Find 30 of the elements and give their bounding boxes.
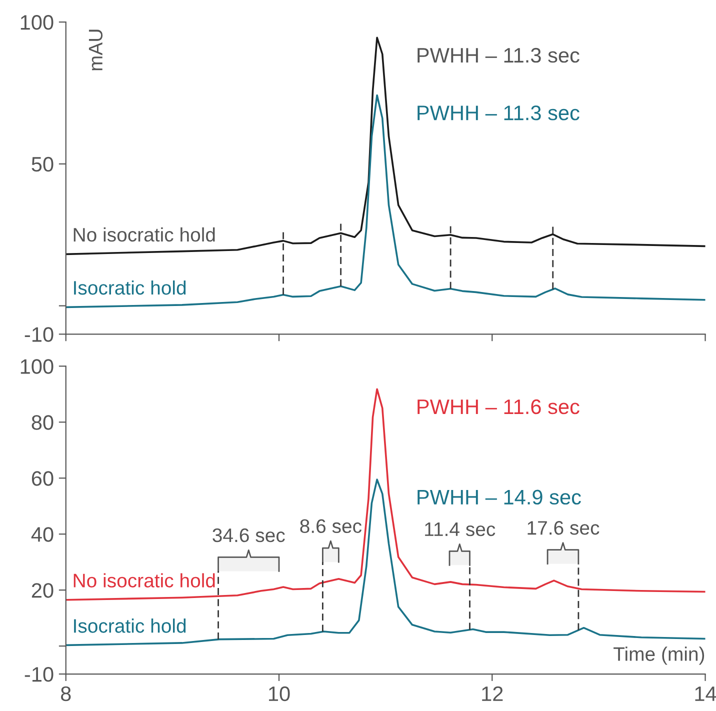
x-axis-title: Time (min) <box>614 646 704 665</box>
x-tick-label: 12 <box>482 686 503 701</box>
y-tick-label: -10 <box>24 667 54 682</box>
x-tick-label: 14 <box>695 686 716 701</box>
series-label: Isocratic hold <box>74 280 186 295</box>
annotation: PWHH – 11.6 sec <box>418 399 580 414</box>
y-tick-label: 80 <box>32 415 54 430</box>
y-tick-label: 50 <box>32 156 54 172</box>
y-tick-label: -10 <box>24 327 54 342</box>
annotation: PWHH – 11.3 sec <box>418 48 580 63</box>
y-tick-label: 60 <box>32 471 54 486</box>
annotation: PWHH – 11.3 sec <box>418 106 580 120</box>
y-tick-label: 20 <box>32 583 54 598</box>
y-tick-label: 100 <box>20 359 54 374</box>
x-tick-label: 8 <box>60 686 71 702</box>
series-label: No isocratic hold <box>74 227 215 242</box>
band-label: 8.6 sec <box>300 519 362 534</box>
y-tick-label: 100 <box>20 15 54 30</box>
y-axis-title: mAU <box>88 30 103 70</box>
y-tick-label: 40 <box>31 527 54 542</box>
line-series <box>66 388 706 601</box>
line-series <box>66 478 706 646</box>
line-series <box>66 94 706 308</box>
x-tick-label: 10 <box>269 686 290 702</box>
series-label: No isocratic hold <box>74 573 215 588</box>
annotation: PWHH – 14.9 sec <box>418 490 581 505</box>
series-label: Isocratic hold <box>74 618 186 633</box>
band-label: 34.6 sec <box>212 528 285 542</box>
band-label: 11.4 sec <box>425 522 496 536</box>
band-label: 17.6 sec <box>528 521 600 535</box>
